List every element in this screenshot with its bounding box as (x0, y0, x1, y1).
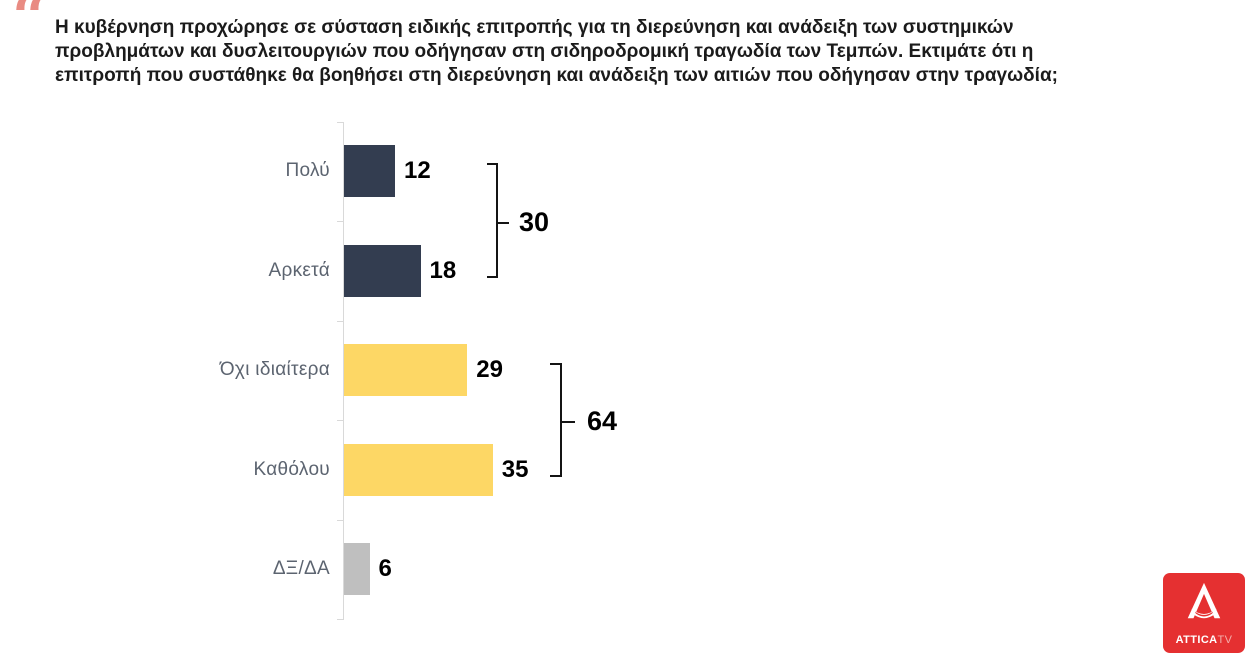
bar-row: Καθόλου 35 (0, 444, 528, 496)
bar-row: Όχι ιδιαίτερα 29 (0, 344, 503, 396)
category-axis-line (343, 122, 344, 620)
bar-katholou (344, 444, 493, 496)
group-bracket-positive (487, 163, 498, 278)
axis-tick (337, 420, 343, 421)
quote-icon: “ (12, 0, 48, 53)
group-bracket-negative-tick (562, 421, 575, 423)
value-label: 18 (429, 257, 457, 284)
group-total-positive: 30 (519, 207, 550, 237)
attica-brand-text: ATTICA (1175, 634, 1218, 646)
poll-question-line: επιτροπή που συστάθηκε θα βοηθήσει στη δ… (55, 65, 1058, 86)
category-label: Καθόλου (253, 459, 330, 480)
bar-row: Αρκετά 18 (0, 245, 456, 297)
bar-oxi-idiaitera (344, 344, 468, 396)
group-total-negative: 64 (587, 406, 618, 436)
bar-poly (344, 145, 395, 197)
bar-row: Πολύ 12 (0, 145, 431, 197)
bar-row: ΔΞ/ΔΑ 6 (0, 543, 392, 595)
value-label: 29 (476, 356, 503, 383)
poll-question: Η κυβέρνηση προχώρησε σε σύσταση ειδικής… (55, 16, 1205, 88)
axis-tick (337, 520, 343, 521)
category-label: ΔΞ/ΔΑ (272, 558, 330, 579)
attica-tv-suffix: TV (1217, 634, 1233, 646)
value-label: 35 (501, 456, 529, 483)
bar-arketa (344, 245, 421, 297)
attica-tv-wordmark: ATTICATV (1176, 635, 1233, 646)
value-label: 12 (404, 157, 431, 184)
attica-tv-logo: ATTICATV (1163, 573, 1245, 653)
value-label: 6 (378, 555, 392, 582)
bar-dxda (344, 543, 370, 595)
axis-tick (337, 221, 343, 222)
category-label: Αρκετά (268, 260, 330, 281)
category-label: Πολύ (285, 160, 330, 181)
group-bracket-negative (550, 363, 562, 477)
poll-question-line: Η κυβέρνηση προχώρησε σε σύσταση ειδικής… (55, 17, 1014, 38)
axis-tick (337, 321, 343, 322)
group-bracket-positive-tick (498, 222, 509, 224)
axis-tick (337, 619, 343, 620)
category-label: Όχι ιδιαίτερα (219, 359, 330, 380)
attica-a-icon (1187, 582, 1221, 619)
axis-tick (337, 122, 343, 123)
poll-question-line: προβλημάτων και δυσλειτουργιών που οδήγη… (55, 41, 1034, 62)
